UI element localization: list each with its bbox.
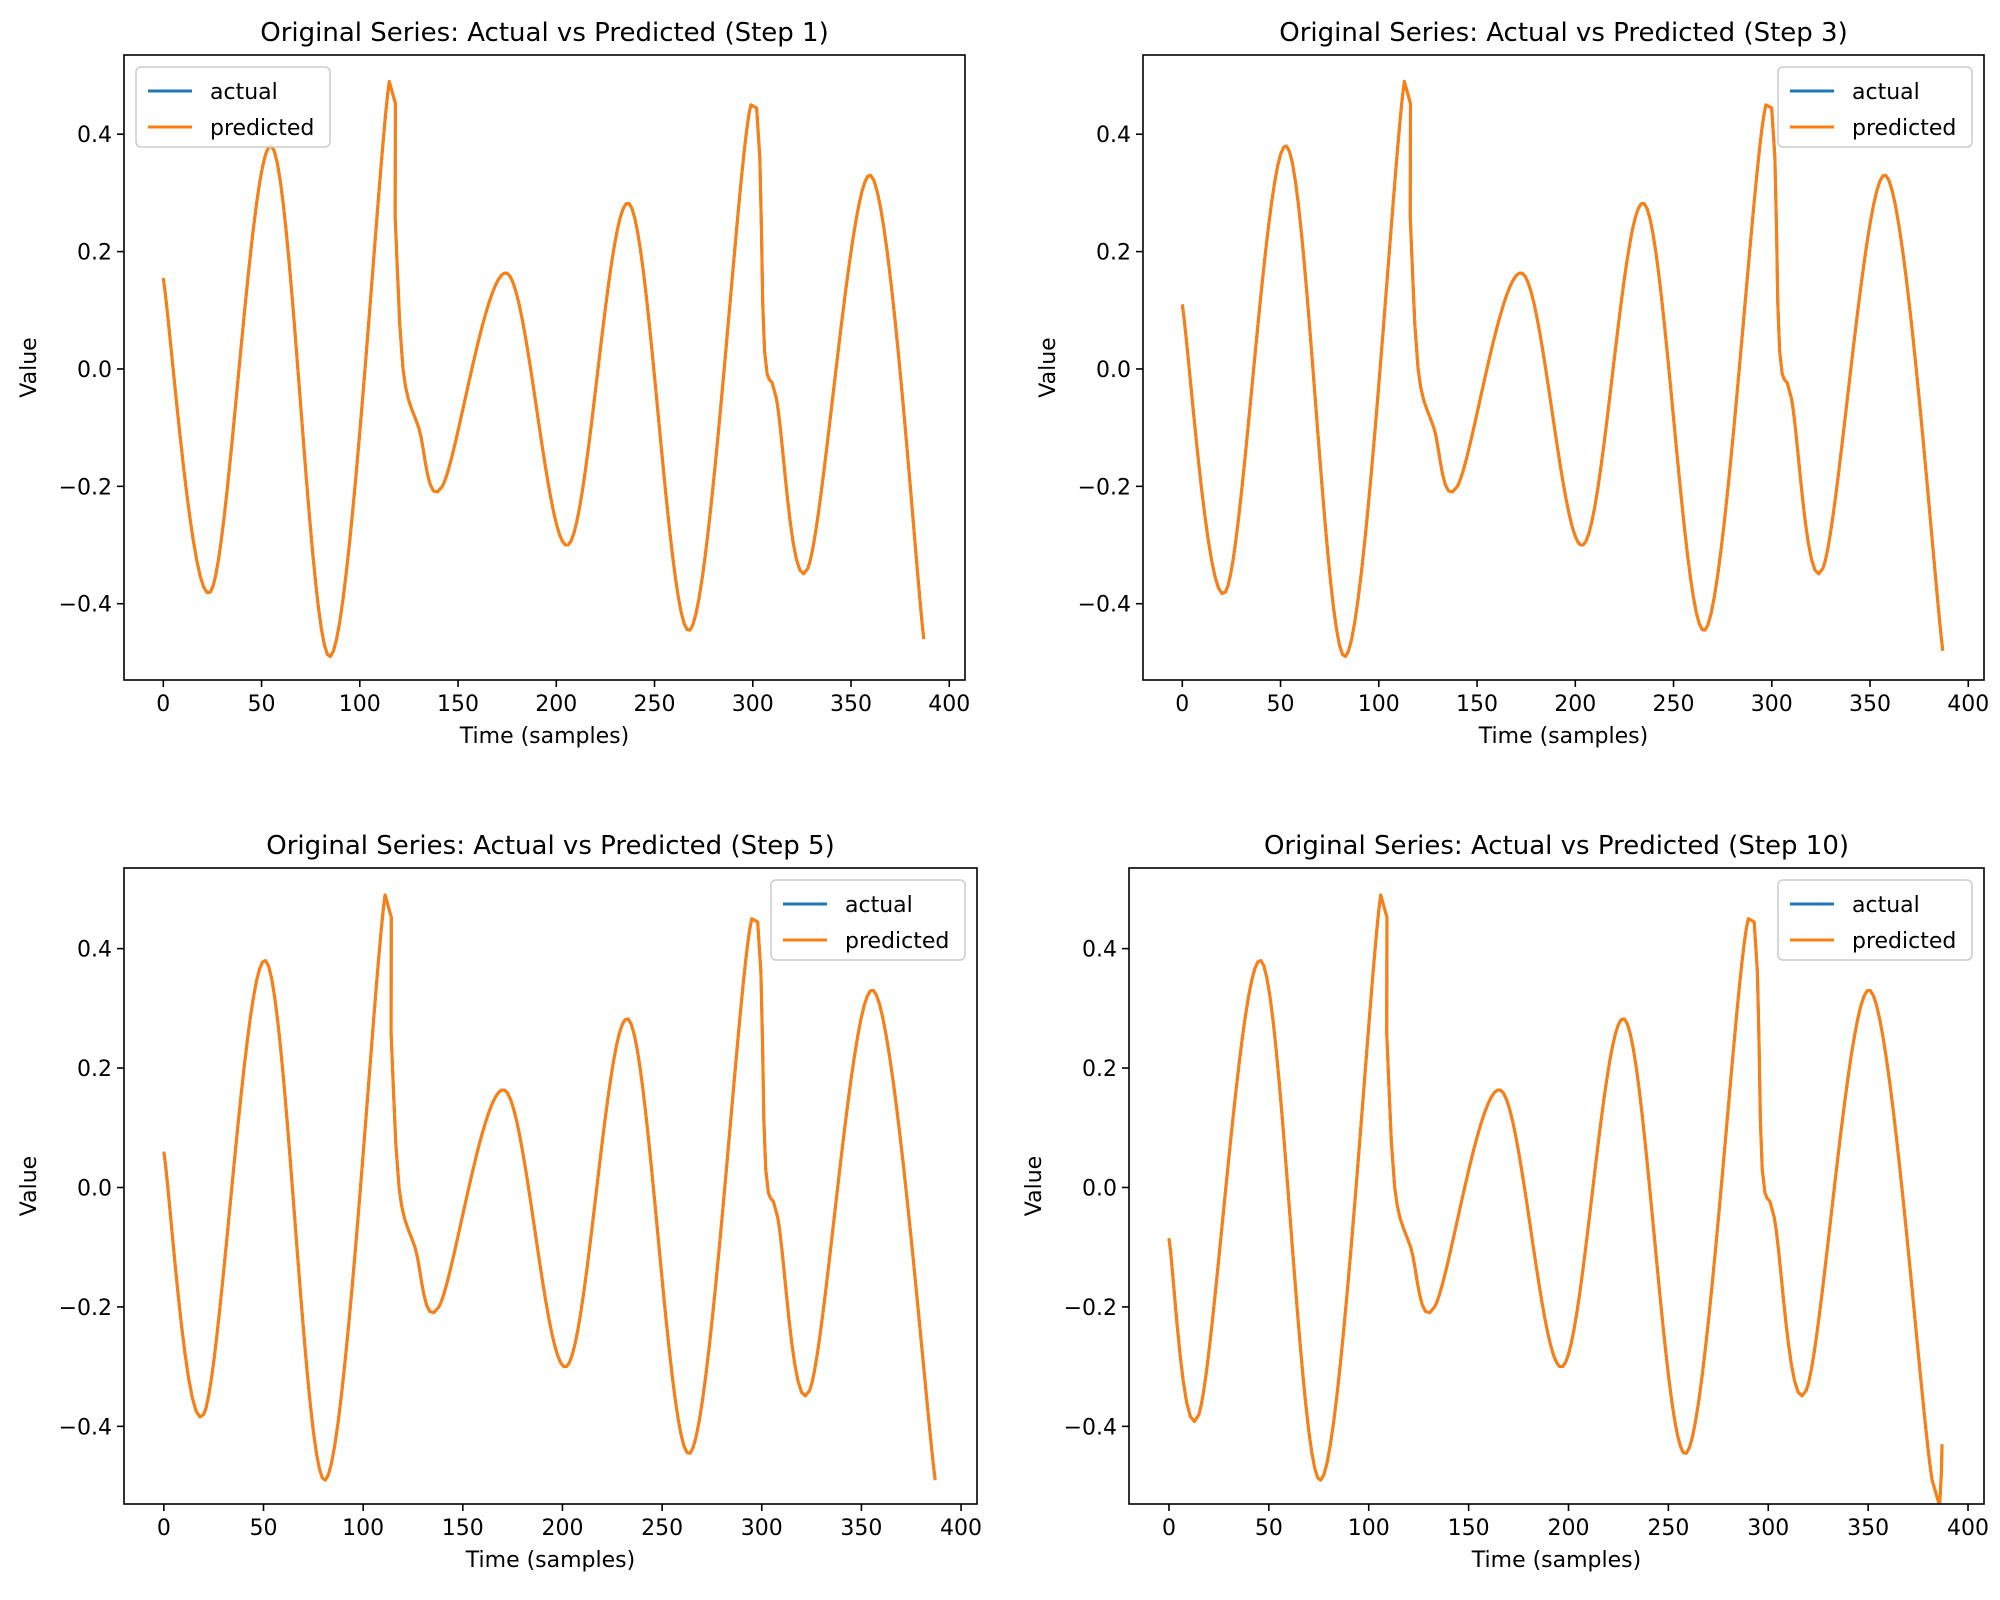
x-tick-label: 300: [732, 692, 774, 717]
x-tick-label: 400: [928, 692, 970, 717]
x-axis-label: Time (samples): [459, 724, 629, 749]
subplot-2: Original Series: Actual vs Predicted (St…: [1036, 18, 1989, 749]
subplot-1: Original Series: Actual vs Predicted (St…: [17, 18, 970, 749]
x-tick-label: 100: [339, 692, 381, 717]
x-tick-label: 300: [1747, 1516, 1789, 1541]
x-tick-label: 50: [1255, 1516, 1283, 1541]
axes-frame: [1142, 54, 1985, 681]
legend-label-actual: actual: [1852, 893, 1920, 918]
x-tick-label: 0: [1162, 1516, 1176, 1541]
series-line-predicted: [1180, 79, 1945, 659]
axes-frame: [123, 54, 966, 681]
x-tick-label: 300: [1751, 692, 1793, 717]
y-axis-label: Value: [17, 337, 42, 397]
legend-label-predicted: predicted: [845, 929, 949, 954]
y-tick-label: 0.2: [77, 241, 112, 266]
x-tick-label: 150: [442, 1516, 484, 1541]
series-line-predicted: [162, 893, 937, 1482]
subplot-title: Original Series: Actual vs Predicted (St…: [1279, 18, 1848, 48]
x-tick-label: 200: [541, 1516, 583, 1541]
x-tick-label: 100: [1348, 1516, 1390, 1541]
x-tick-label: 150: [1456, 692, 1498, 717]
x-tick-label: 200: [535, 692, 577, 717]
x-tick-label: 100: [1358, 692, 1400, 717]
x-tick-label: 200: [1554, 692, 1596, 717]
x-tick-label: 350: [1849, 692, 1891, 717]
legend-label-actual: actual: [845, 893, 913, 918]
y-tick-label: −0.2: [59, 1296, 112, 1321]
y-tick-label: 0.0: [77, 358, 112, 383]
x-axis-label: Time (samples): [1471, 1548, 1641, 1573]
legend-label-actual: actual: [1852, 80, 1920, 105]
y-tick-label: 0.0: [1096, 358, 1131, 383]
x-axis-label: Time (samples): [465, 1548, 635, 1573]
x-tick-label: 150: [437, 692, 479, 717]
y-tick-label: −0.4: [1078, 593, 1131, 618]
subplot-3: Original Series: Actual vs Predicted (St…: [17, 831, 982, 1573]
x-tick-label: 250: [634, 692, 676, 717]
legend: actual predicted: [770, 879, 966, 961]
x-tick-label: 300: [741, 1516, 783, 1541]
y-axis-label: Value: [17, 1156, 42, 1216]
series-line-predicted: [161, 79, 926, 659]
y-tick-label: 0.4: [77, 938, 112, 963]
x-tick-label: 200: [1547, 1516, 1589, 1541]
x-tick-label: 150: [1448, 1516, 1490, 1541]
y-tick-label: 0.4: [1082, 938, 1117, 963]
y-tick-label: 0.0: [77, 1176, 112, 1201]
x-tick-label: 400: [1947, 692, 1989, 717]
legend: actual predicted: [135, 66, 331, 148]
subplot-title: Original Series: Actual vs Predicted (St…: [260, 18, 829, 48]
legend: actual predicted: [1777, 879, 1973, 961]
x-tick-label: 400: [1947, 1516, 1989, 1541]
legend-label-actual: actual: [210, 80, 278, 105]
x-tick-label: 0: [157, 1516, 171, 1541]
x-axis-label: Time (samples): [1478, 724, 1648, 749]
y-tick-label: −0.4: [59, 593, 112, 618]
x-tick-label: 50: [1267, 692, 1295, 717]
y-tick-label: −0.2: [1078, 475, 1131, 500]
y-tick-label: −0.4: [59, 1415, 112, 1440]
series-line-predicted: [1167, 893, 1944, 1504]
x-tick-label: 50: [248, 692, 276, 717]
subplot-title: Original Series: Actual vs Predicted (St…: [266, 831, 835, 861]
y-tick-label: 0.4: [1096, 123, 1131, 148]
y-tick-label: 0.2: [1096, 241, 1131, 266]
y-tick-label: 0.2: [77, 1057, 112, 1082]
x-tick-label: 100: [342, 1516, 384, 1541]
x-tick-label: 250: [1653, 692, 1695, 717]
axes-frame: [1128, 867, 1985, 1505]
subplot-title: Original Series: Actual vs Predicted (St…: [1264, 831, 1849, 861]
x-tick-label: 250: [641, 1516, 683, 1541]
y-tick-label: 0.0: [1082, 1176, 1117, 1201]
legend-label-predicted: predicted: [1852, 116, 1956, 141]
x-tick-label: 350: [840, 1516, 882, 1541]
axes-frame: [123, 867, 978, 1505]
y-tick-label: −0.4: [1064, 1415, 1117, 1440]
x-tick-label: 350: [830, 692, 872, 717]
y-tick-label: −0.2: [59, 475, 112, 500]
x-tick-label: 350: [1847, 1516, 1889, 1541]
x-tick-label: 0: [1175, 692, 1189, 717]
x-tick-label: 400: [940, 1516, 982, 1541]
legend: actual predicted: [1777, 66, 1973, 148]
x-tick-label: 250: [1647, 1516, 1689, 1541]
subplot-4: Original Series: Actual vs Predicted (St…: [1022, 831, 1989, 1573]
x-tick-label: 0: [156, 692, 170, 717]
legend-label-predicted: predicted: [1852, 929, 1956, 954]
y-axis-label: Value: [1022, 1156, 1047, 1216]
y-tick-label: 0.4: [77, 123, 112, 148]
y-tick-label: 0.2: [1082, 1057, 1117, 1082]
x-tick-label: 50: [250, 1516, 278, 1541]
y-tick-label: −0.2: [1064, 1296, 1117, 1321]
legend-label-predicted: predicted: [210, 116, 314, 141]
y-axis-label: Value: [1036, 337, 1061, 397]
